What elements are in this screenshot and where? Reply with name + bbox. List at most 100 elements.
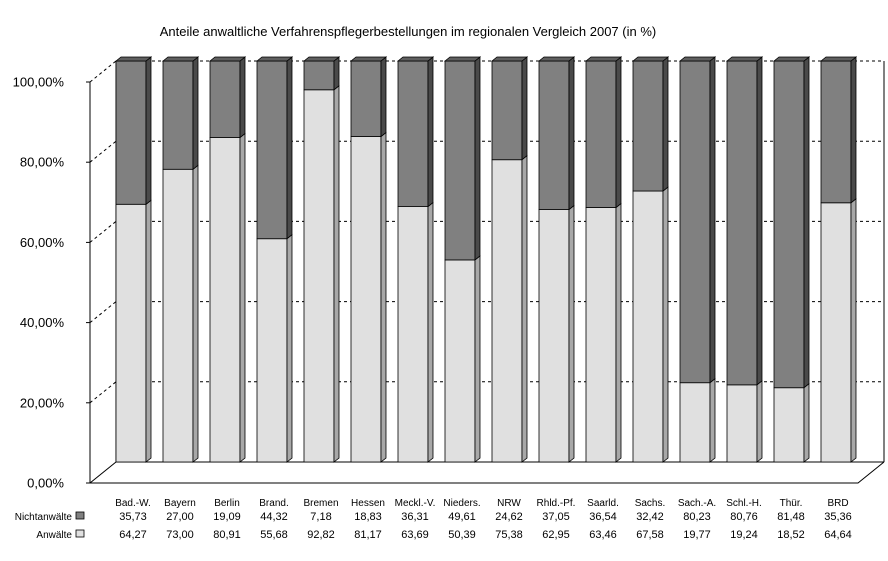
table-category-label: Hessen <box>351 498 385 509</box>
table-category-label: BRD <box>827 498 848 509</box>
bar-nichtanwaelte <box>303 60 335 91</box>
bar-side-anwaelte <box>662 186 669 463</box>
bar-side-nichtanwaelte <box>286 56 293 240</box>
data-table: Bad.-W. 35,73 64,27 Bayern 27,00 73,00 Berlin 1… <box>15 498 852 541</box>
bar-side-nichtanwaelte <box>850 56 857 204</box>
bar-side-nichtanwaelte <box>145 56 152 206</box>
y-tick-label: 0,00% <box>27 476 64 491</box>
y-tick-label: 20,00% <box>20 395 65 410</box>
legend-series-name: Anwälte <box>36 530 72 541</box>
bar-anwaelte <box>632 190 664 463</box>
table-value: 37,05 <box>542 511 570 523</box>
bar-side-nichtanwaelte <box>427 56 434 208</box>
bar-side-anwaelte <box>709 377 716 463</box>
bar-side-nichtanwaelte <box>333 56 340 91</box>
bar-nichtanwaelte <box>162 60 194 170</box>
bar-nichtanwaelte <box>773 60 805 389</box>
table-category-label: Thür. <box>780 498 803 509</box>
bar-side-anwaelte <box>286 233 293 463</box>
bar-side-anwaelte <box>850 197 857 463</box>
table-value: 35,73 <box>119 511 147 523</box>
table-value: 18,52 <box>777 529 805 541</box>
bar-side-nichtanwaelte <box>474 56 481 261</box>
bar-anwaelte <box>303 89 335 463</box>
bar-top <box>725 56 764 62</box>
bar-nichtanwaelte <box>491 60 523 161</box>
bar-side-nichtanwaelte <box>568 56 575 211</box>
bar-top <box>208 56 247 62</box>
bar-top <box>161 56 200 62</box>
bar-top <box>255 56 294 62</box>
bar-side-anwaelte <box>474 255 481 463</box>
bar-top <box>772 56 811 62</box>
bar-side-anwaelte <box>521 154 528 463</box>
gridline-depth <box>89 140 117 163</box>
bar-top <box>537 56 576 62</box>
table-category-label: Bayern <box>164 498 196 509</box>
table-category-label: Meckl.-V. <box>395 498 436 509</box>
table-value: 63,69 <box>401 529 429 541</box>
bar-top <box>678 56 717 62</box>
bar-anwaelte <box>679 382 711 463</box>
table-value: 50,39 <box>448 529 476 541</box>
bar-anwaelte <box>820 202 852 463</box>
table-value: 19,77 <box>683 529 711 541</box>
bar-anwaelte <box>444 259 476 463</box>
bar-side-anwaelte <box>756 380 763 463</box>
table-value: 64,64 <box>824 529 852 541</box>
bar-anwaelte <box>256 238 288 463</box>
floor-front-edge <box>90 461 885 484</box>
table-value: 80,76 <box>730 511 758 523</box>
bar-anwaelte <box>397 206 429 463</box>
table-value: 55,68 <box>260 529 288 541</box>
bar-side-anwaelte <box>145 199 152 463</box>
gridline-depth <box>89 60 117 83</box>
gridline-depth <box>89 221 117 243</box>
bar-nichtanwaelte <box>256 60 288 240</box>
bar-anwaelte <box>209 137 241 463</box>
bar-nichtanwaelte <box>632 60 664 192</box>
table-value: 35,36 <box>824 511 852 523</box>
table-value: 64,27 <box>119 529 147 541</box>
table-value: 81,17 <box>354 529 382 541</box>
bar-top <box>396 56 435 62</box>
bar-top <box>631 56 670 62</box>
table-value: 7,18 <box>310 511 331 523</box>
bar-anwaelte <box>350 136 382 463</box>
bar-nichtanwaelte <box>397 60 429 208</box>
legend-key <box>75 529 85 538</box>
bar-nichtanwaelte <box>209 60 241 138</box>
table-value: 49,61 <box>448 511 476 523</box>
bar-side-anwaelte <box>803 382 810 463</box>
table-category-label: Nieders. <box>443 498 480 509</box>
bar-anwaelte <box>162 168 194 463</box>
bar-side-anwaelte <box>427 201 434 463</box>
bar-side-anwaelte <box>568 204 575 463</box>
back-wall-bottom <box>89 461 884 484</box>
table-value: 36,31 <box>401 511 429 523</box>
bar-side-anwaelte <box>333 84 340 463</box>
bar-side-anwaelte <box>615 202 622 463</box>
bar-nichtanwaelte <box>444 60 476 261</box>
table-value: 44,32 <box>260 511 288 523</box>
bar-anwaelte <box>115 203 147 463</box>
legend-series-name: Nichtanwälte <box>15 512 73 523</box>
table-value: 73,00 <box>166 529 194 541</box>
table-value: 18,83 <box>354 511 382 523</box>
bar-nichtanwaelte <box>726 60 758 386</box>
table-value: 19,24 <box>730 529 758 541</box>
bar-side-nichtanwaelte <box>615 56 622 209</box>
bar-nichtanwaelte <box>585 60 617 208</box>
bars <box>114 56 858 463</box>
gridline-depth <box>89 381 117 404</box>
table-category-label: NRW <box>497 498 521 509</box>
bar-anwaelte <box>773 387 805 463</box>
table-value: 75,38 <box>495 529 523 541</box>
y-tick-label: 80,00% <box>20 155 65 170</box>
bar-nichtanwaelte <box>350 60 382 137</box>
table-value: 81,48 <box>777 511 805 523</box>
table-value: 67,58 <box>636 529 664 541</box>
table-category-label: Saarld. <box>587 498 619 509</box>
table-value: 92,82 <box>307 529 335 541</box>
